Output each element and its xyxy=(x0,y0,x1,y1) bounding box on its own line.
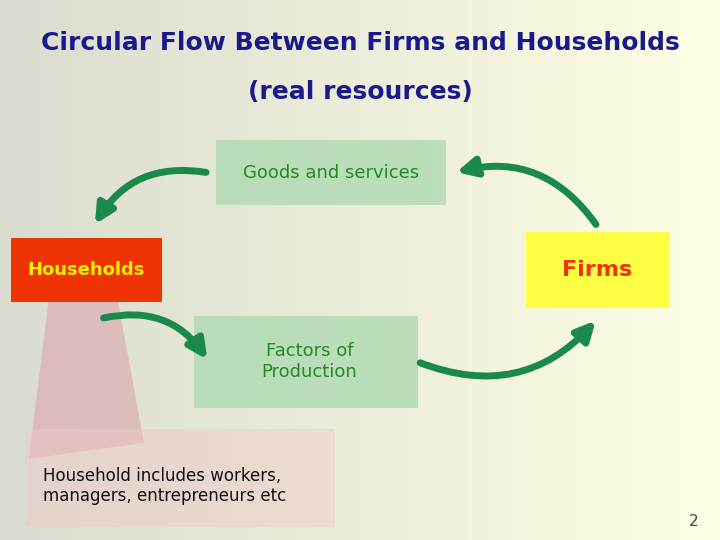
Polygon shape xyxy=(29,286,144,459)
FancyBboxPatch shape xyxy=(526,232,670,308)
FancyBboxPatch shape xyxy=(11,238,162,302)
Text: Households: Households xyxy=(27,261,145,279)
Text: Firms: Firms xyxy=(562,260,633,280)
Text: (real resources): (real resources) xyxy=(248,80,472,104)
Text: Circular Flow Between Firms and Households: Circular Flow Between Firms and Househol… xyxy=(40,31,680,55)
Text: Household includes workers,
managers, entrepreneurs etc: Household includes workers, managers, en… xyxy=(43,467,287,505)
Text: 2: 2 xyxy=(689,514,698,529)
FancyBboxPatch shape xyxy=(25,429,335,526)
FancyBboxPatch shape xyxy=(216,140,446,205)
Text: Factors of
Production: Factors of Production xyxy=(262,342,357,381)
Text: Goods and services: Goods and services xyxy=(243,164,419,182)
FancyBboxPatch shape xyxy=(194,316,418,408)
